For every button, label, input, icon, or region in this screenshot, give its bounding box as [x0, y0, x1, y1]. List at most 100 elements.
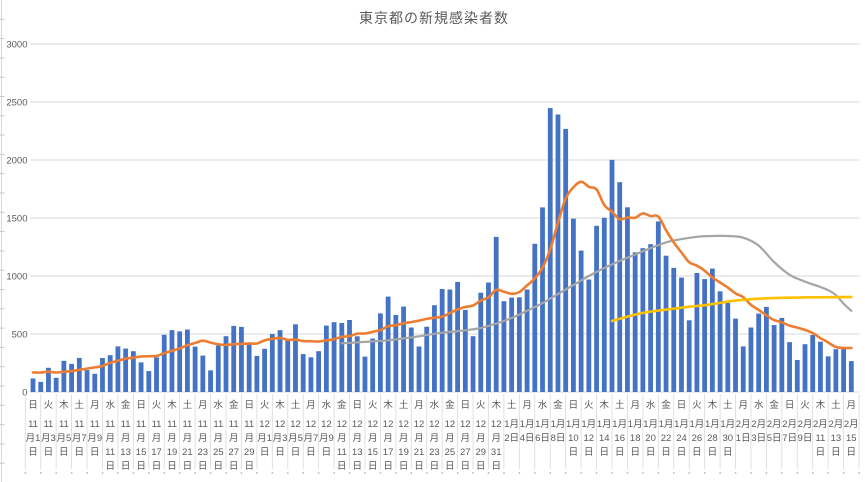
- x-tick-dow: 月: [522, 400, 532, 411]
- daily-cases-bar: [424, 326, 430, 392]
- daily-cases-bar: [764, 306, 769, 392]
- x-tick-label: 日 1月 10 日: [566, 400, 581, 458]
- daily-cases-bar: [848, 361, 854, 392]
- x-tick-label: 月 11 月9 日: [87, 400, 102, 458]
- x-tick-dow: 土: [399, 399, 409, 411]
- axis-bottom-tick: [101, 472, 104, 474]
- daily-cases-bar: [92, 373, 98, 392]
- x-tick-date-line: 24: [676, 433, 687, 444]
- x-tick-date-line: 日: [275, 447, 285, 458]
- x-tick-date-line: 11: [198, 419, 208, 430]
- x-tick-date-line: 1月: [690, 419, 705, 430]
- daily-cases-bar: [740, 346, 746, 392]
- x-tick-date-line: 15: [846, 433, 857, 444]
- x-tick-date-line: 日: [430, 461, 440, 472]
- axis-bottom-tick: [148, 472, 150, 474]
- x-tick-date-line: 12: [445, 419, 456, 430]
- x-tick-dow: 土: [75, 399, 85, 411]
- x-tick-date-line: 11: [815, 433, 825, 444]
- y-axis-labels: 0 500 1000 1500 2000 2500 3000: [6, 39, 27, 398]
- daily-cases-bar: [663, 255, 669, 392]
- x-tick-date-line: 10: [568, 433, 579, 444]
- x-tick-date-line: 日: [198, 461, 208, 472]
- x-tick-date-line: 日: [723, 447, 733, 458]
- y-tick-label: 1000: [6, 271, 27, 282]
- axis-bottom-tick: [580, 472, 582, 474]
- daily-cases-bar: [524, 289, 530, 392]
- x-tick-date-line: 12: [306, 419, 317, 430]
- x-tick-date-line: 1月: [612, 419, 627, 430]
- axis-bottom-tick: [534, 472, 536, 474]
- x-tick-label: 日 11 月1 日: [26, 400, 41, 458]
- x-tick-label: 日 11 月 15 日: [136, 400, 147, 472]
- x-tick-dow: 日: [461, 400, 471, 411]
- x-tick-dow: 日: [136, 400, 146, 411]
- axis-bottom-tick: [271, 472, 274, 474]
- daily-cases-bar: [779, 317, 785, 392]
- daily-cases-bar: [555, 114, 561, 392]
- x-tick-label: 木 2月 11 日: [813, 399, 828, 458]
- daily-cases-bar: [46, 367, 51, 392]
- daily-cases-bar: [208, 370, 213, 392]
- y-tick-label: 500: [12, 329, 28, 340]
- x-tick-date-line: 12: [275, 419, 286, 430]
- x-tick-date-line: 21: [182, 447, 193, 458]
- daily-cases-bar: [540, 207, 545, 392]
- daily-cases-bar: [177, 331, 183, 392]
- axis-bottom-tick: [194, 472, 196, 474]
- x-tick-label: 金 1月 8日: [551, 399, 566, 444]
- axis-bottom-tick: [395, 472, 397, 474]
- x-tick-label: 火 11 月 17 日: [151, 400, 162, 472]
- x-tick-label: 火 1月 26 日: [690, 400, 705, 458]
- axis-bottom-tick: [317, 472, 320, 474]
- daily-cases-bar: [277, 330, 283, 392]
- x-tick-dow: 土: [615, 399, 625, 411]
- x-tick-dow: 金: [337, 399, 347, 411]
- x-tick-date-line: 18: [630, 433, 641, 444]
- x-tick-date-line: 月: [461, 433, 471, 444]
- x-tick-dow: 月: [630, 400, 640, 411]
- x-tick-dow: 月: [198, 400, 208, 411]
- daily-cases-bar: [679, 277, 684, 392]
- x-tick-date-line: 25: [213, 447, 224, 458]
- x-tick-label: 木 11 月 19 日: [167, 399, 178, 472]
- x-tick-date-line: 11: [337, 447, 347, 458]
- x-tick-date-line: 2月: [844, 419, 859, 430]
- axis-bottom-tick: [70, 472, 73, 474]
- axis-bottom-tick: [24, 472, 27, 474]
- x-tick-date-line: 1月: [628, 419, 643, 430]
- x-tick-date-line: 月: [430, 433, 440, 444]
- x-tick-date-line: 月: [352, 433, 362, 444]
- x-tick-date-line: 12: [584, 433, 595, 444]
- x-tick-date-line: 12: [290, 419, 301, 430]
- x-tick-date-line: 1月: [581, 419, 596, 430]
- axis-bottom-tick: [750, 472, 752, 474]
- x-tick-dow: 木: [491, 399, 501, 411]
- x-tick-date-line: 日: [244, 461, 254, 472]
- x-tick-date-line: 13: [831, 433, 842, 444]
- gray-line: [340, 234, 853, 345]
- x-tick-date-line: 13: [352, 447, 363, 458]
- x-tick-date-line: 1月: [674, 419, 689, 430]
- axis-bottom-tick: [178, 472, 181, 474]
- daily-cases-bar: [717, 291, 723, 392]
- x-tick-date-line: 日: [152, 461, 162, 472]
- axis-bottom-tick: [564, 472, 567, 474]
- x-tick-date-line: 23: [198, 447, 209, 458]
- axis-bottom-tick: [40, 472, 42, 474]
- axis-bottom-tick: [348, 472, 351, 474]
- daily-cases-bar: [223, 336, 229, 392]
- x-tick-date-line: 23: [429, 447, 440, 458]
- x-tick-date-line: 12: [352, 419, 363, 430]
- axis-bottom-tick: [364, 472, 366, 474]
- daily-cases-bar: [748, 327, 754, 392]
- x-tick-dow: 木: [600, 399, 610, 411]
- daily-cases-bar: [84, 370, 90, 392]
- axis-bottom-tick: [673, 472, 675, 474]
- x-tick-date-line: 3日: [751, 433, 766, 444]
- daily-cases-bar: [509, 297, 515, 392]
- x-tick-dow: 火: [692, 400, 702, 411]
- x-tick-date-line: 月: [121, 433, 131, 444]
